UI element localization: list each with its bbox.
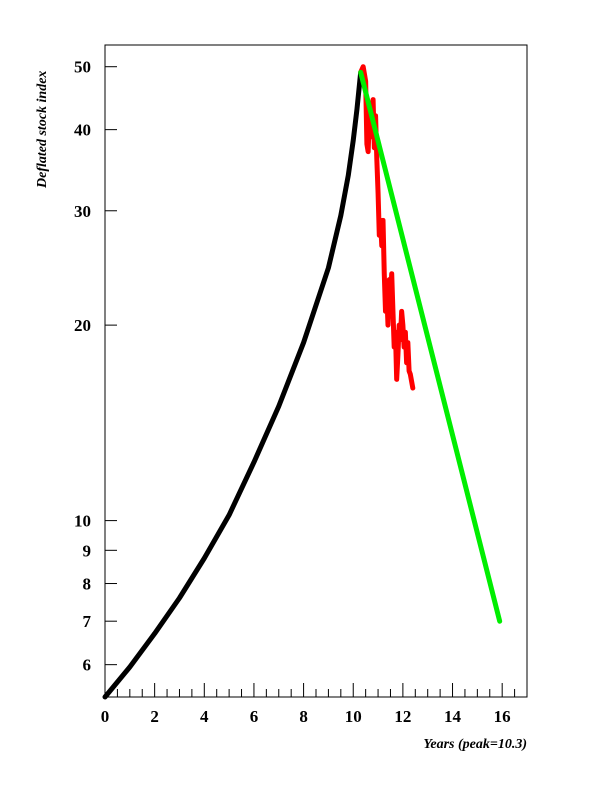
axis-layer: 0 2 4 6 8 10 12 14 16 6 7 8 9 10 20 30 40 50	[74, 58, 528, 726]
series-line-1	[102, 69, 364, 700]
y-tick-label: 30	[74, 202, 91, 221]
y-tick-label: 7	[83, 612, 92, 631]
y-tick-label: 40	[74, 121, 91, 140]
x-tick-label: 10	[345, 707, 362, 726]
y-tick-label: 10	[74, 512, 91, 531]
y-tick-label: 9	[83, 541, 92, 560]
y-tick-label: 50	[74, 58, 91, 77]
y-tick-label: 8	[83, 575, 92, 594]
series-layer	[102, 64, 503, 700]
plot-frame	[104, 44, 528, 698]
y-axis-title: Deflated stock index	[35, 71, 50, 189]
x-tick-label: 2	[150, 707, 159, 726]
series-line-3	[358, 69, 503, 624]
x-tick-label: 12	[394, 707, 411, 726]
x-tick-label: 16	[494, 707, 511, 726]
y-tick-label: 6	[83, 656, 92, 675]
series-line-2	[358, 64, 416, 391]
x-tick-label: 4	[200, 707, 209, 726]
y-tick-label: 20	[74, 316, 91, 335]
x-tick-label: 8	[299, 707, 308, 726]
x-tick-label: 14	[444, 707, 462, 726]
x-axis-title: Years (peak=10.3)	[423, 737, 527, 752]
x-tick-label: 0	[101, 707, 110, 726]
x-tick-label: 6	[250, 707, 259, 726]
